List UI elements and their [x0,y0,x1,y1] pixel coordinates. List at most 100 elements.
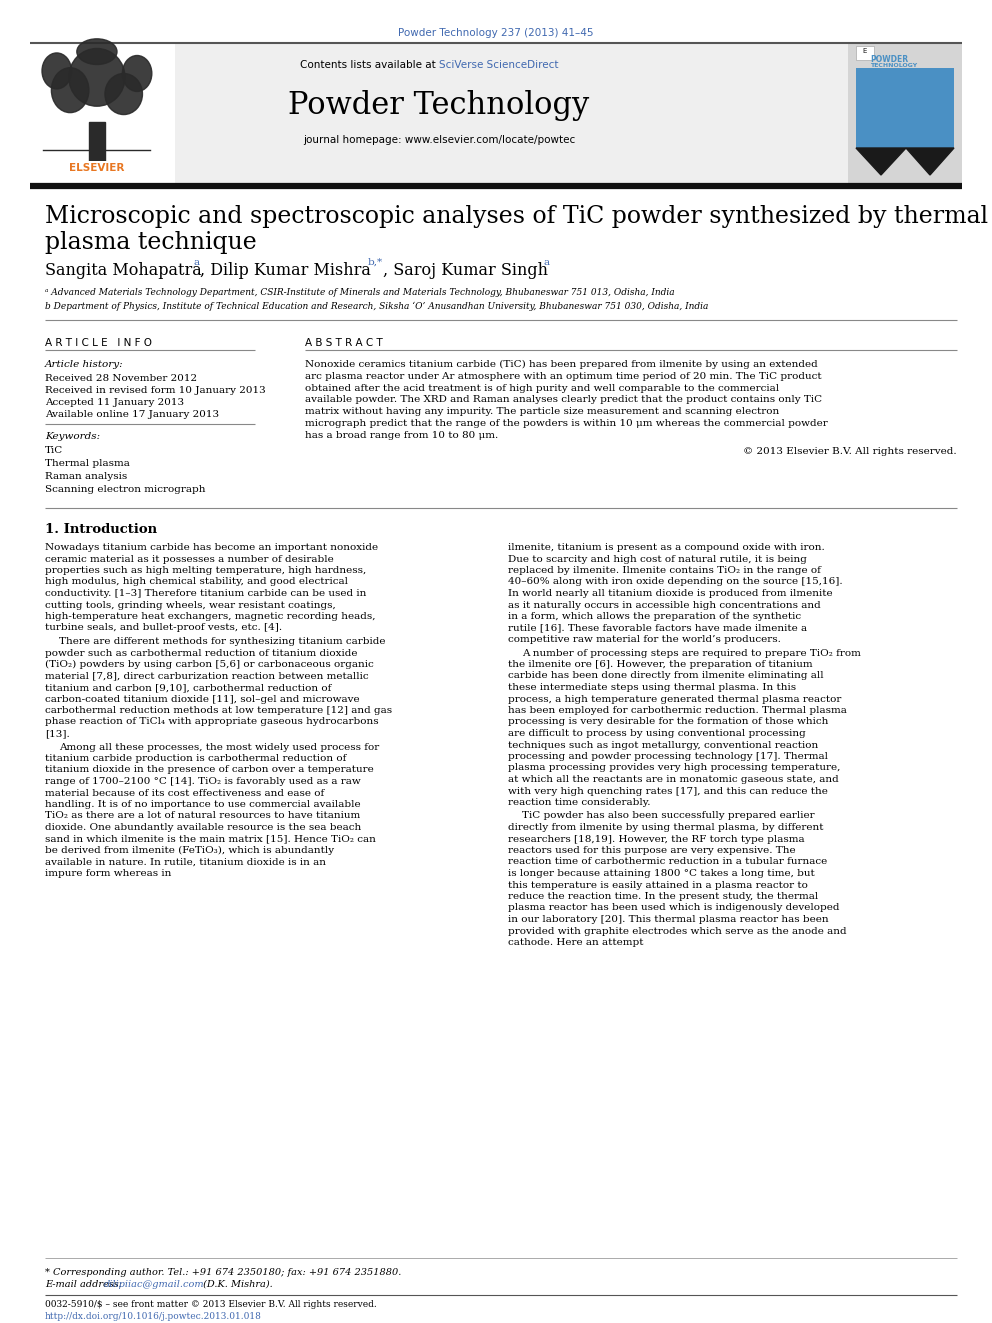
Text: matrix without having any impurity. The particle size measurement and scanning e: matrix without having any impurity. The … [305,407,780,417]
Text: powder such as carbothermal reduction of titanium dioxide: powder such as carbothermal reduction of… [45,648,357,658]
Text: Nowadays titanium carbide has become an important nonoxide: Nowadays titanium carbide has become an … [45,542,378,552]
Text: Contents lists available at: Contents lists available at [300,60,439,70]
Text: conductivity. [1–3] Therefore titanium carbide can be used in: conductivity. [1–3] Therefore titanium c… [45,589,366,598]
Text: Sangita Mohapatra: Sangita Mohapatra [45,262,207,279]
Bar [848,44,962,184]
Bar [848,44,962,184]
Text: Microscopic and spectroscopic analyses of TiC powder synthesized by thermal: Microscopic and spectroscopic analyses o… [45,205,988,228]
Bar [856,46,874,60]
Text: E-mail address:: E-mail address: [45,1279,125,1289]
Text: a: a [543,258,550,267]
Text: 40–60% along with iron oxide depending on the source [15,16].: 40–60% along with iron oxide depending o… [508,578,842,586]
Text: There are different methods for synthesizing titanium carbide: There are different methods for synthesi… [59,636,386,646]
Text: Keywords:: Keywords: [45,433,100,441]
Text: plasma processing provides very high processing temperature,: plasma processing provides very high pro… [508,763,840,773]
Text: range of 1700–2100 °C [14]. TiO₂ is favorably used as a raw: range of 1700–2100 °C [14]. TiO₂ is favo… [45,777,361,786]
Text: phase reaction of TiCl₄ with appropriate gaseous hydrocarbons: phase reaction of TiCl₄ with appropriate… [45,717,379,726]
Text: provided with graphite electrodes which serve as the anode and: provided with graphite electrodes which … [508,926,846,935]
Text: processing and powder processing technology [17]. Thermal: processing and powder processing technol… [508,751,828,761]
Text: with very high quenching rates [17], and this can reduce the: with very high quenching rates [17], and… [508,786,828,795]
Text: reduce the reaction time. In the present study, the thermal: reduce the reaction time. In the present… [508,892,818,901]
Text: A B S T R A C T: A B S T R A C T [305,337,383,348]
Text: high-temperature heat exchangers, magnetic recording heads,: high-temperature heat exchangers, magnet… [45,613,376,620]
Text: a: a [193,258,199,267]
Text: is longer because attaining 1800 °C takes a long time, but: is longer because attaining 1800 °C take… [508,869,814,878]
Text: TiC: TiC [45,446,63,455]
Text: reaction time of carbothermic reduction in a tubular furnace: reaction time of carbothermic reduction … [508,857,827,867]
Text: carbothermal reduction methods at low temperature [12] and gas: carbothermal reduction methods at low te… [45,706,392,714]
Text: TECHNOLOGY: TECHNOLOGY [870,64,918,67]
Text: POWDER: POWDER [870,56,908,64]
Text: sand in which ilmenite is the main matrix [15]. Hence TiO₂ can: sand in which ilmenite is the main matri… [45,835,376,844]
Text: this temperature is easily attained in a plasma reactor to: this temperature is easily attained in a… [508,881,807,889]
Text: dioxide. One abundantly available resource is the sea beach: dioxide. One abundantly available resour… [45,823,361,832]
Text: plasma reactor has been used which is indigenously developed: plasma reactor has been used which is in… [508,904,839,913]
Text: , Saroj Kumar Singh: , Saroj Kumar Singh [383,262,554,279]
Text: b Department of Physics, Institute of Technical Education and Research, Siksha ‘: b Department of Physics, Institute of Te… [45,302,708,311]
Text: TiC powder has also been successfully prepared earlier: TiC powder has also been successfully pr… [522,811,814,820]
Text: Received in revised form 10 January 2013: Received in revised form 10 January 2013 [45,386,266,396]
Text: 1. Introduction: 1. Introduction [45,523,157,536]
Text: Available online 17 January 2013: Available online 17 January 2013 [45,410,219,419]
Text: TiO₂ as there are a lot of natural resources to have titanium: TiO₂ as there are a lot of natural resou… [45,811,360,820]
Text: ilmenite, titanium is present as a compound oxide with iron.: ilmenite, titanium is present as a compo… [508,542,824,552]
Bar [856,44,954,67]
Text: cutting tools, grinding wheels, wear resistant coatings,: cutting tools, grinding wheels, wear res… [45,601,335,610]
Text: carbide has been done directly from ilmenite eliminating all: carbide has been done directly from ilme… [508,672,823,680]
Text: has a broad range from 10 to 80 μm.: has a broad range from 10 to 80 μm. [305,431,498,439]
Text: Due to scarcity and high cost of natural rutile, it is being: Due to scarcity and high cost of natural… [508,554,806,564]
Text: E: E [863,48,867,54]
Text: reaction time considerably.: reaction time considerably. [508,798,651,807]
Text: Powder Technology 237 (2013) 41–45: Powder Technology 237 (2013) 41–45 [398,28,594,38]
Text: in our laboratory [20]. This thermal plasma reactor has been: in our laboratory [20]. This thermal pla… [508,916,828,923]
Text: ᵃ Advanced Materials Technology Department, CSIR-Institute of Minerals and Mater: ᵃ Advanced Materials Technology Departme… [45,288,675,296]
Text: rutile [16]. These favorable factors have made ilmenite a: rutile [16]. These favorable factors hav… [508,623,807,632]
Text: obtained after the acid treatment is of high purity and well comparable to the c: obtained after the acid treatment is of … [305,384,779,393]
Text: Received 28 November 2012: Received 28 November 2012 [45,374,197,382]
Text: Powder Technology: Powder Technology [289,90,589,120]
Text: these intermediate steps using thermal plasma. In this: these intermediate steps using thermal p… [508,683,797,692]
Text: processing is very desirable for the formation of those which: processing is very desirable for the for… [508,717,828,726]
Text: turbine seals, and bullet-proof vests, etc. [4].: turbine seals, and bullet-proof vests, e… [45,623,282,632]
Text: available powder. The XRD and Raman analyses clearly predict that the product co: available powder. The XRD and Raman anal… [305,396,822,405]
Text: material [7,8], direct carburization reaction between metallic: material [7,8], direct carburization rea… [45,672,369,680]
Text: reactors used for this purpose are very expensive. The: reactors used for this purpose are very … [508,845,796,855]
Text: micrograph predict that the range of the powders is within 10 μm whereas the com: micrograph predict that the range of the… [305,419,827,429]
Text: has been employed for carbothermic reduction. Thermal plasma: has been employed for carbothermic reduc… [508,706,847,714]
Text: be derived from ilmenite (FeTiO₃), which is abundantly: be derived from ilmenite (FeTiO₃), which… [45,845,334,855]
Text: b,*: b,* [368,258,383,267]
Text: titanium dioxide in the presence of carbon over a temperature: titanium dioxide in the presence of carb… [45,766,374,774]
Text: are difficult to process by using conventional processing: are difficult to process by using conven… [508,729,806,738]
Text: directly from ilmenite by using thermal plasma, by different: directly from ilmenite by using thermal … [508,823,823,832]
Text: plasma technique: plasma technique [45,232,257,254]
Text: , Dilip Kumar Mishra: , Dilip Kumar Mishra [200,262,376,279]
Text: Nonoxide ceramics titanium carbide (TiC) has been prepared from ilmenite by usin: Nonoxide ceramics titanium carbide (TiC)… [305,360,817,369]
Text: (D.K. Mishra).: (D.K. Mishra). [200,1279,273,1289]
Text: 0032-5910/$ – see front matter © 2013 Elsevier B.V. All rights reserved.: 0032-5910/$ – see front matter © 2013 El… [45,1301,377,1308]
Text: process, a high temperature generated thermal plasma reactor: process, a high temperature generated th… [508,695,841,704]
Text: handling. It is of no importance to use commercial available: handling. It is of no importance to use … [45,800,361,808]
Text: replaced by ilmenite. Ilmenite contains TiO₂ in the range of: replaced by ilmenite. Ilmenite contains … [508,566,820,576]
Text: impure form whereas in: impure form whereas in [45,869,172,878]
Bar [30,44,175,184]
Text: the ilmenite ore [6]. However, the preparation of titanium: the ilmenite ore [6]. However, the prepa… [508,660,812,669]
Text: competitive raw material for the world’s producers.: competitive raw material for the world’s… [508,635,781,644]
Text: A R T I C L E   I N F O: A R T I C L E I N F O [45,337,152,348]
Ellipse shape [105,74,143,115]
Text: carbon-coated titanium dioxide [11], sol–gel and microwave: carbon-coated titanium dioxide [11], sol… [45,695,360,704]
Text: properties such as high melting temperature, high hardness,: properties such as high melting temperat… [45,566,366,576]
Text: titanium carbide production is carbothermal reduction of: titanium carbide production is carbother… [45,754,346,763]
Ellipse shape [122,56,152,91]
Text: ceramic material as it possesses a number of desirable: ceramic material as it possesses a numbe… [45,554,333,564]
Text: Scanning electron micrograph: Scanning electron micrograph [45,486,205,493]
Text: cathode. Here an attempt: cathode. Here an attempt [508,938,644,947]
Text: * Corresponding author. Tel.: +91 674 2350180; fax: +91 674 2351880.: * Corresponding author. Tel.: +91 674 23… [45,1267,402,1277]
Text: A number of processing steps are required to prepare TiO₂ from: A number of processing steps are require… [522,648,861,658]
Ellipse shape [42,53,71,89]
Text: available in nature. In rutile, titanium dioxide is in an: available in nature. In rutile, titanium… [45,857,326,867]
Text: Among all these processes, the most widely used process for: Among all these processes, the most wide… [59,742,379,751]
Text: ELSEVIER: ELSEVIER [69,163,125,173]
Text: journal homepage: www.elsevier.com/locate/powtec: journal homepage: www.elsevier.com/locat… [303,135,575,146]
Text: In world nearly all titanium dioxide is produced from ilmenite: In world nearly all titanium dioxide is … [508,589,832,598]
Text: researchers [18,19]. However, the RF torch type plasma: researchers [18,19]. However, the RF tor… [508,835,805,844]
